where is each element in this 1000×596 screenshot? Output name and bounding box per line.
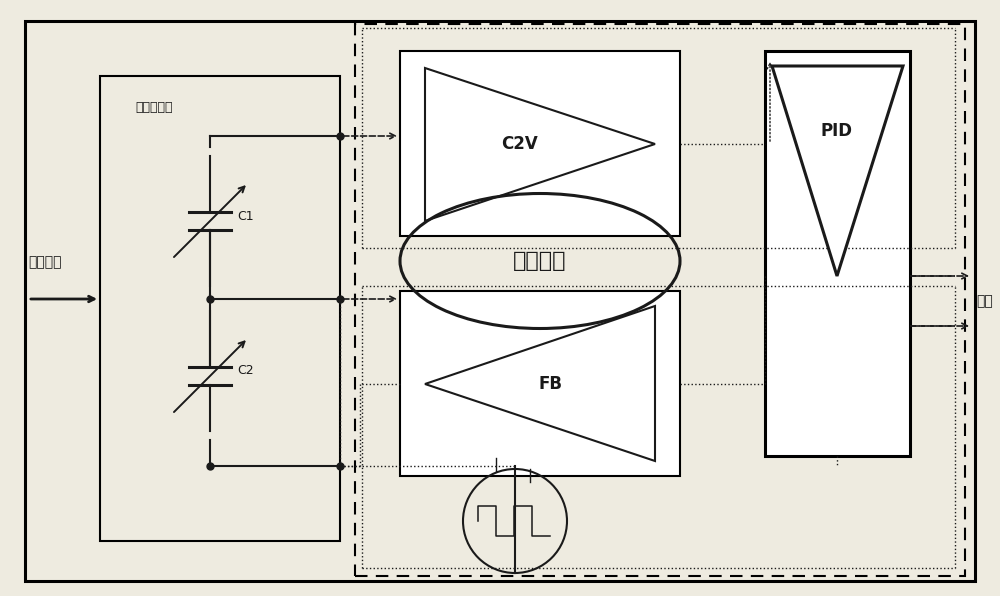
Polygon shape: [425, 68, 655, 221]
Bar: [400, 291, 680, 476]
Text: 压力传感器: 压力传感器: [135, 101, 173, 114]
Bar: [100, 76, 340, 541]
Polygon shape: [772, 66, 903, 276]
Bar: [765, 51, 910, 456]
Bar: [355, 24, 965, 576]
Text: 压力输入: 压力输入: [28, 255, 62, 269]
Text: C1: C1: [237, 210, 254, 222]
Text: FB: FB: [538, 375, 562, 393]
Text: C2V: C2V: [502, 135, 538, 153]
Bar: [400, 51, 680, 236]
Text: PID: PID: [821, 122, 853, 140]
Text: 闭环控制: 闭环控制: [513, 251, 567, 271]
Polygon shape: [425, 306, 655, 461]
Text: C2: C2: [237, 365, 254, 377]
Text: 输出: 输出: [976, 294, 993, 308]
